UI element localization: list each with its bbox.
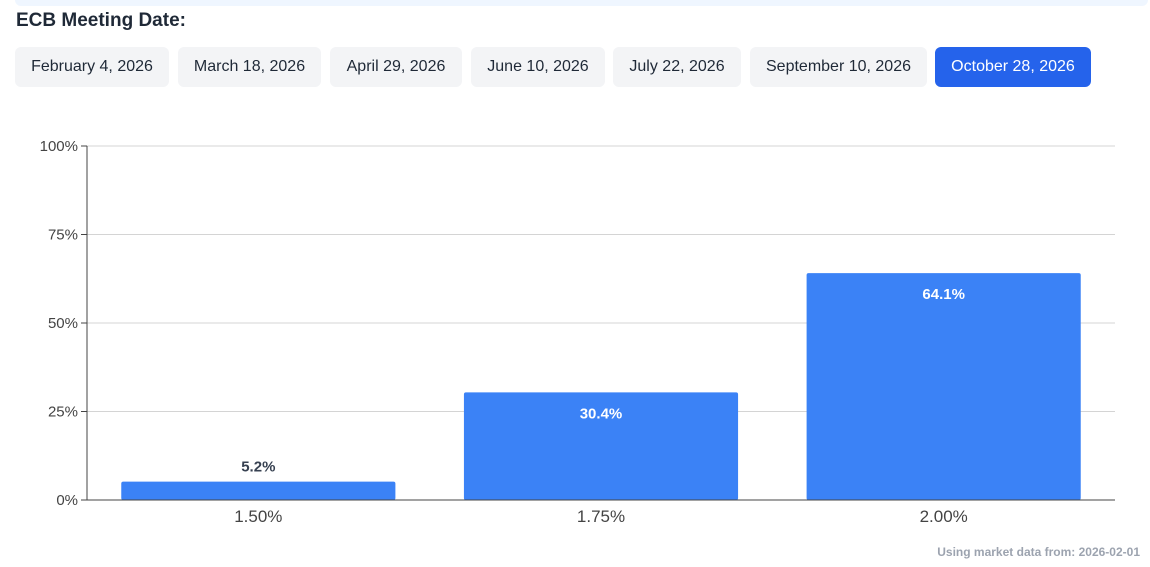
section-title: ECB Meeting Date:: [16, 10, 186, 31]
y-tick-label: 25%: [48, 404, 78, 421]
bar-value-label: 5.2%: [241, 459, 275, 476]
x-tick-label: 1.75%: [577, 507, 625, 526]
top-panel-edge: [15, 0, 1148, 6]
y-tick-label: 75%: [48, 227, 78, 244]
date-tab-apr-29[interactable]: April 29, 2026: [330, 47, 462, 87]
bar: [463, 392, 739, 500]
bar: [806, 273, 1081, 500]
date-tab-oct-28[interactable]: October 28, 2026: [935, 47, 1091, 87]
date-tab-feb-4[interactable]: February 4, 2026: [15, 47, 169, 87]
bar: [121, 481, 396, 500]
date-tab-sep-10[interactable]: September 10, 2026: [750, 47, 927, 87]
bar-value-label: 30.4%: [580, 405, 623, 422]
y-tick-label: 50%: [48, 315, 78, 332]
x-tick-label: 1.50%: [234, 507, 282, 526]
y-tick-label: 0%: [56, 492, 78, 509]
date-tab-jul-22[interactable]: July 22, 2026: [613, 47, 741, 87]
bar-value-label: 64.1%: [922, 286, 965, 303]
x-tick-label: 2.00%: [920, 507, 968, 526]
date-tab-jun-10[interactable]: June 10, 2026: [471, 47, 605, 87]
date-tab-mar-18[interactable]: March 18, 2026: [178, 47, 321, 87]
y-tick-label: 100%: [40, 138, 78, 155]
market-data-footnote: Using market data from: 2026-02-01: [937, 545, 1140, 559]
